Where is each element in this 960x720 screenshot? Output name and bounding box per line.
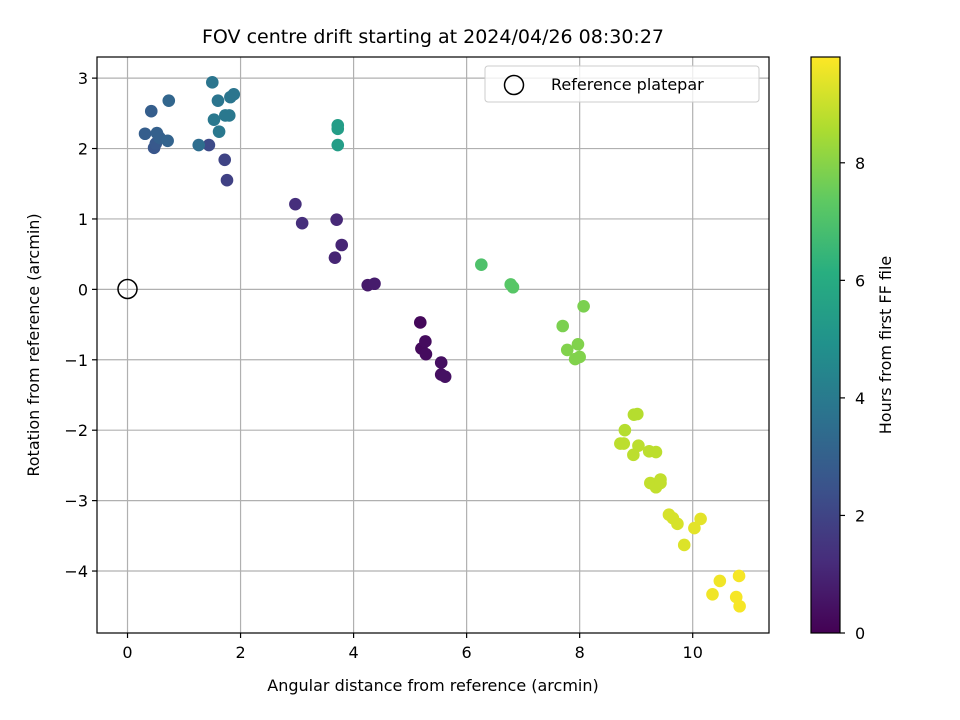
colorbar-tick-label: 0	[855, 624, 865, 643]
data-point	[227, 88, 241, 101]
data-point	[419, 347, 433, 361]
data-point	[560, 343, 574, 357]
data-point	[331, 138, 345, 152]
data-point	[732, 569, 746, 583]
data-point	[368, 277, 381, 291]
data-point	[212, 125, 226, 138]
colorbar-tick-label: 6	[855, 271, 865, 290]
data-point	[556, 319, 570, 333]
y-tick-label: −1	[64, 351, 88, 370]
chart-title: FOV centre drift starting at 2024/04/26 …	[202, 26, 664, 48]
data-point	[222, 109, 236, 122]
colorbar-tick-label: 4	[855, 389, 865, 408]
y-tick-label: −2	[64, 421, 88, 440]
legend: Reference platepar	[484, 65, 760, 103]
colorbar-tick-label: 8	[855, 154, 865, 173]
data-point	[688, 521, 701, 535]
data-point	[649, 445, 663, 459]
data-point	[331, 119, 345, 132]
reference-marker	[117, 278, 138, 300]
y-tick-label: 1	[78, 210, 88, 229]
y-tick-label: 2	[78, 140, 88, 159]
data-point	[577, 299, 590, 313]
data-point	[617, 437, 631, 450]
x-tick-label: 6	[462, 643, 472, 662]
data-point	[335, 238, 349, 252]
data-point	[218, 153, 232, 167]
colorbar-tick-label: 2	[855, 506, 865, 525]
y-tick-label: 0	[78, 280, 88, 299]
legend-entry-reference: Reference platepar	[551, 75, 704, 94]
data-point	[161, 134, 174, 148]
x-tick-label: 8	[575, 643, 585, 662]
data-point	[220, 173, 234, 187]
x-axis-ticks: 0 2 4 6 8 10	[122, 633, 703, 662]
data-point	[192, 138, 206, 152]
data-point	[328, 251, 342, 264]
data-point	[211, 94, 225, 107]
y-tick-label: −4	[64, 562, 88, 581]
data-point	[571, 337, 585, 351]
data-point	[438, 370, 452, 383]
data-point	[632, 439, 645, 452]
data-point	[419, 335, 432, 348]
legend-reference-marker	[503, 74, 525, 96]
data-point	[205, 76, 219, 89]
legend-box	[484, 65, 760, 103]
data-point	[434, 356, 448, 369]
data-point	[330, 213, 343, 226]
data-point	[713, 574, 727, 588]
x-tick-label: 2	[235, 643, 245, 662]
x-tick-label: 10	[683, 643, 703, 662]
data-point	[475, 258, 488, 272]
data-point	[202, 138, 216, 152]
x-tick-label: 0	[122, 643, 132, 662]
y-tick-label: 3	[78, 69, 88, 88]
data-point	[289, 197, 302, 211]
colorbar-ticks: 0 2 4 6 8	[840, 154, 865, 643]
data-point	[573, 350, 586, 364]
data-point	[694, 512, 707, 526]
colorbar-label: Hours from first FF file	[876, 256, 895, 435]
colorbar: 0 2 4 6 8 Hours from first FF file	[810, 56, 895, 643]
data-point	[654, 476, 667, 490]
data-point	[207, 113, 221, 126]
y-axis-ticks: −4 −3 −2 −1 0 1 2 3	[64, 69, 97, 581]
plot-frame	[96, 56, 770, 634]
y-tick-label: −3	[64, 492, 88, 511]
data-point	[144, 104, 158, 118]
data-points	[138, 76, 746, 613]
data-point	[295, 216, 309, 230]
colorbar-gradient	[810, 56, 841, 634]
data-point	[677, 538, 691, 552]
data-point	[506, 280, 520, 294]
x-tick-label: 4	[348, 643, 358, 662]
data-point	[733, 599, 746, 613]
data-point	[671, 517, 684, 531]
data-point	[627, 448, 640, 462]
data-point	[618, 423, 632, 437]
data-point	[706, 587, 719, 601]
data-point	[631, 407, 644, 421]
data-point	[413, 316, 427, 329]
data-point	[138, 127, 152, 141]
x-axis-label: Angular distance from reference (arcmin)	[267, 676, 598, 695]
y-axis-label: Rotation from reference (arcmin)	[24, 213, 43, 476]
data-point	[162, 94, 176, 107]
